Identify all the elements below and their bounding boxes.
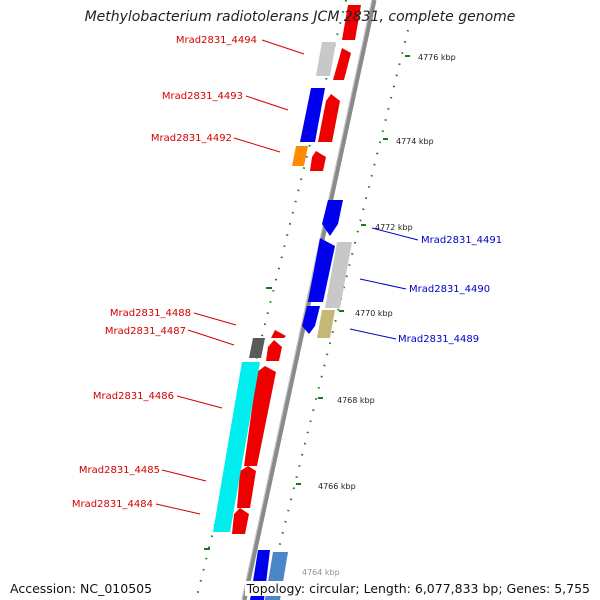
accession-label: Accession: NC_010505: [8, 581, 155, 596]
gene-label[interactable]: Mrad2831_4491: [421, 235, 502, 246]
genome-backbone-highlight: [241, 0, 373, 600]
gene-label[interactable]: Mrad2831_4492: [151, 133, 232, 144]
kbp-ticks: [275, 55, 410, 571]
kbp-label: 4764 kbp: [302, 568, 340, 577]
gene-label[interactable]: Mrad2831_4490: [409, 284, 490, 295]
gene-label[interactable]: Mrad2831_4484: [72, 499, 153, 510]
gene-feature-forward[interactable]: [318, 94, 340, 142]
gene-feature-gray[interactable]: [325, 242, 352, 308]
gene-feature-darkgray[interactable]: [249, 338, 265, 358]
gene-label[interactable]: Mrad2831_4493: [162, 91, 243, 102]
gene-label[interactable]: Mrad2831_4494: [176, 35, 257, 46]
kbp-label: 4766 kbp: [318, 482, 356, 491]
kbp-label: 4768 kbp: [337, 396, 375, 405]
gene-feature-reverse[interactable]: [322, 200, 343, 236]
gene-label[interactable]: Mrad2831_4485: [79, 465, 160, 476]
gene-feature-gray[interactable]: [316, 42, 336, 76]
gene-label[interactable]: Mrad2831_4487: [105, 326, 186, 337]
kbp-label: 4772 kbp: [375, 223, 413, 232]
gene-feature-reverse[interactable]: [308, 238, 335, 302]
gene-label[interactable]: Mrad2831_4488: [110, 308, 191, 319]
gene-feature-forward[interactable]: [237, 466, 256, 508]
gene-feature-cyan[interactable]: [213, 362, 260, 532]
gene-feature-forward[interactable]: [333, 48, 351, 80]
topology-info: Topology: circular; Length: 6,077,833 bp…: [244, 581, 592, 596]
gene-label[interactable]: Mrad2831_4486: [93, 391, 174, 402]
map-title: Methylobacterium radiotolerans JCM 2831,…: [84, 9, 516, 25]
gene-feature-forward[interactable]: [342, 5, 361, 40]
gene-feature-forward[interactable]: [244, 366, 276, 466]
gene-feature-orange[interactable]: [292, 146, 308, 166]
label-connectors-forward: [155, 39, 305, 515]
kbp-label: 4776 kbp: [418, 53, 456, 62]
gene-feature-reverse[interactable]: [302, 306, 320, 334]
gene-feature-forward[interactable]: [266, 340, 282, 361]
gene-feature-forward[interactable]: [310, 151, 326, 171]
gene-feature-forward[interactable]: [232, 508, 249, 534]
gene-feature-blue[interactable]: [300, 88, 325, 142]
kbp-label: 4774 kbp: [396, 137, 434, 146]
kbp-label: 4770 kbp: [355, 309, 393, 318]
label-connectors-reverse: [349, 227, 419, 340]
gene-feature-forward[interactable]: [271, 330, 286, 338]
gene-feature-khaki[interactable]: [317, 310, 335, 338]
gene-label[interactable]: Mrad2831_4489: [398, 334, 479, 345]
